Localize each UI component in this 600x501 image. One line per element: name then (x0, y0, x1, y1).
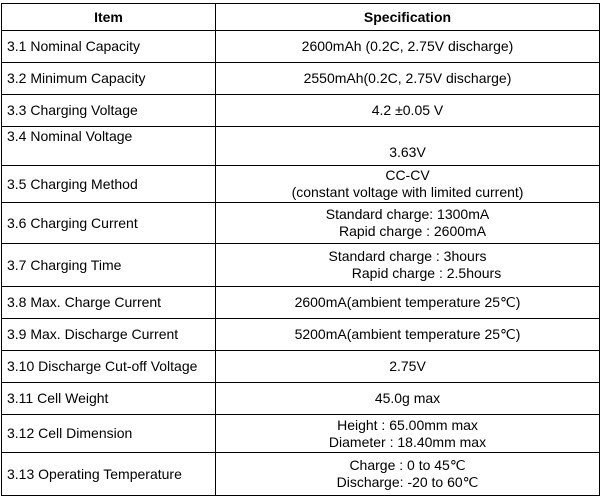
spec-cell: 4.2 ±0.05 V (215, 94, 600, 127)
item-cell: 3.6 Charging Current (1, 202, 216, 244)
spec-line: Standard charge : 3hours (328, 248, 487, 264)
table-row: 3.1 Nominal Capacity 2600mAh (0.2C, 2.75… (1, 30, 600, 63)
spec-line: Charge : 0 to 45℃ (349, 457, 466, 473)
table-row: 3.6 Charging Current Standard charge: 13… (1, 202, 600, 244)
spec-cell: 2600mAh (0.2C, 2.75V discharge) (215, 30, 600, 63)
item-cell: 3.13 Operating Temperature (1, 452, 216, 496)
spec-line: Diameter : 18.40mm max (328, 433, 487, 450)
item-cell: 3.2 Minimum Capacity (1, 62, 216, 95)
item-cell: 3.12 Cell Dimension (1, 414, 216, 453)
item-cell: 3.10 Discharge Cut-off Voltage (1, 350, 216, 383)
item-cell: 3.11 Cell Weight (1, 382, 216, 415)
table-row: 3.10 Discharge Cut-off Voltage 2.75V (1, 350, 600, 383)
spec-line: 45.0g max (374, 390, 441, 406)
table-row: 3.13 Operating Temperature Charge : 0 to… (1, 452, 600, 496)
spec-cell: Standard charge : 3hours Rapid charge : … (215, 243, 600, 287)
table-row: 3.3 Charging Voltage 4.2 ±0.05 V (1, 94, 600, 127)
table-row: 3.5 Charging Method CC-CV (constant volt… (1, 165, 600, 203)
spec-line: 2.75V (389, 358, 426, 374)
spec-cell: Standard charge: 1300mA Rapid charge : 2… (215, 202, 600, 244)
spec-line: 5200mA(ambient temperature 25℃) (294, 326, 521, 342)
header-item: Item (1, 3, 216, 31)
spec-line: 2550mAh(0.2C, 2.75V discharge) (303, 70, 512, 86)
spec-line: Rapid charge : 2600mA (338, 223, 487, 239)
item-cell: 3.4 Nominal Voltage (1, 126, 216, 166)
table-row: 3.9 Max. Discharge Current 5200mA(ambien… (1, 318, 600, 351)
spec-line: Standard charge: 1300mA (325, 206, 490, 222)
item-cell: 3.3 Charging Voltage (1, 94, 216, 127)
spec-cell: Height : 65.00mm max Diameter : 18.40mm … (215, 414, 600, 453)
header-specification: Specification (215, 3, 600, 31)
specification-table: Item Specification 3.1 Nominal Capacity … (1, 3, 600, 496)
item-cell: 3.1 Nominal Capacity (1, 30, 216, 63)
spec-cell: 5200mA(ambient temperature 25℃) (215, 318, 600, 351)
spec-line: 2600mA(ambient temperature 25℃) (294, 294, 521, 310)
spec-line: CC-CV (385, 167, 430, 183)
spec-line: Discharge: -20 to 60℃ (336, 474, 479, 490)
item-cell: 3.7 Charging Time (1, 243, 216, 287)
spec-cell: 2550mAh(0.2C, 2.75V discharge) (215, 62, 600, 95)
spec-line: 3.63V (389, 144, 426, 160)
spec-line: (constant voltage with limited current) (291, 184, 524, 200)
item-cell: 3.5 Charging Method (1, 165, 216, 203)
table-row: 3.11 Cell Weight 45.0g max (1, 382, 600, 415)
item-cell: 3.9 Max. Discharge Current (1, 318, 216, 351)
spec-line: 4.2 ±0.05 V (371, 102, 444, 118)
table-row: 3.12 Cell Dimension Height : 65.00mm max… (1, 414, 600, 453)
spec-cell: CC-CV (constant voltage with limited cur… (215, 165, 600, 203)
spec-cell: 45.0g max (215, 382, 600, 415)
item-cell: 3.8 Max. Charge Current (1, 286, 216, 319)
spec-cell: 2.75V (215, 350, 600, 383)
table-row: 3.7 Charging Time Standard charge : 3hou… (1, 243, 600, 287)
spec-cell: 3.63V (215, 126, 600, 166)
spec-line: Height : 65.00mm max (337, 416, 478, 433)
spec-cell: Charge : 0 to 45℃ Discharge: -20 to 60℃ (215, 452, 600, 496)
header-row: Item Specification (1, 3, 600, 31)
spec-cell: 2600mA(ambient temperature 25℃) (215, 286, 600, 319)
spec-line: 2600mAh (0.2C, 2.75V discharge) (301, 38, 514, 54)
spec-line: Rapid charge : 2.5hours (351, 265, 502, 281)
table-row: 3.4 Nominal Voltage 3.63V (1, 126, 600, 166)
table-row: 3.2 Minimum Capacity 2550mAh(0.2C, 2.75V… (1, 62, 600, 95)
table-row: 3.8 Max. Charge Current 2600mA(ambient t… (1, 286, 600, 319)
